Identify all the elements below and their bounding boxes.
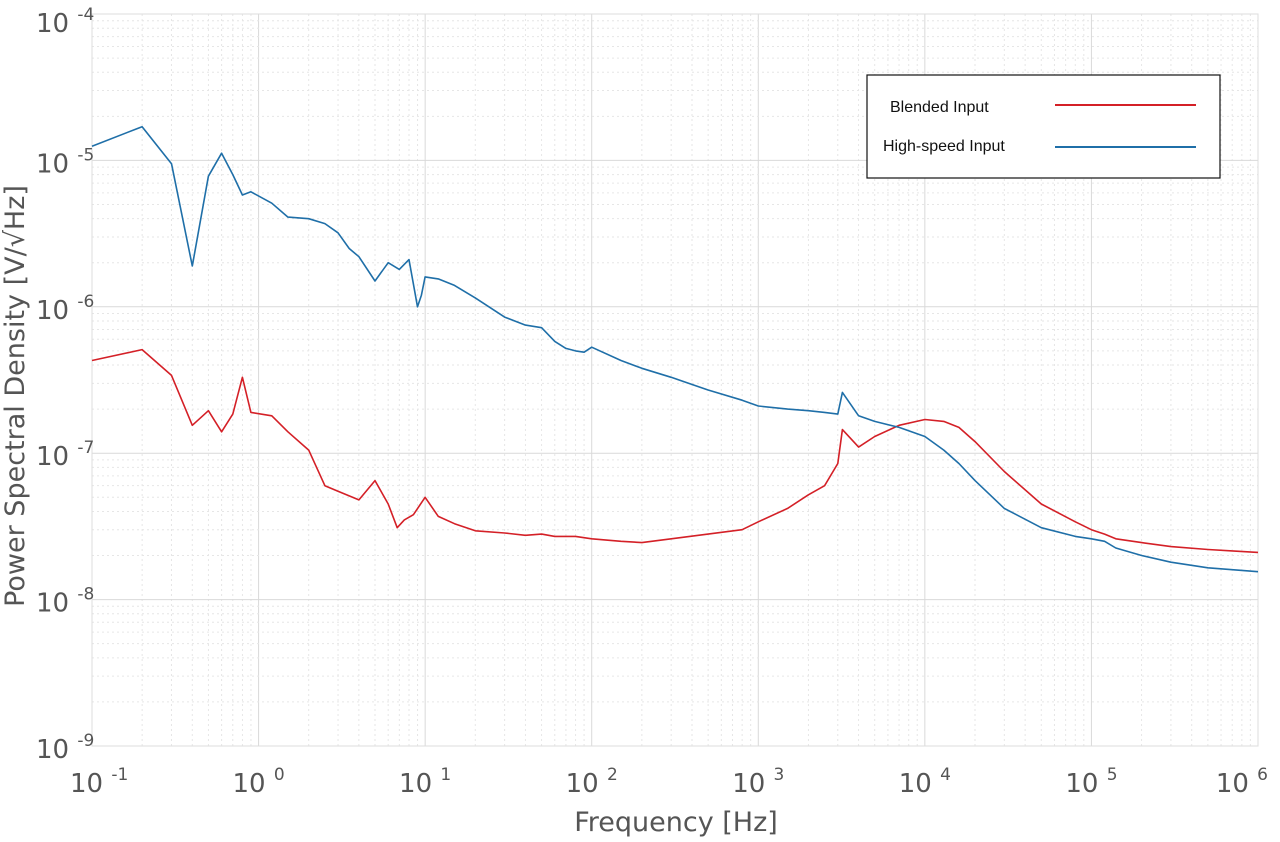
legend-label-blended: Blended Input	[890, 99, 989, 116]
x-tick-label: 10 2	[566, 765, 618, 799]
y-tick-label: 10 -9	[36, 731, 94, 765]
x-axis-label: Frequency [Hz]	[574, 807, 778, 838]
legend: Blended Input High-speed Input	[866, 74, 1221, 179]
x-tick-label: 10 1	[399, 765, 451, 799]
x-tick-label: 10 6	[1216, 765, 1268, 799]
y-tick-label: 10 -5	[36, 145, 94, 179]
y-axis-label: Power Spectral Density [V/√Hz]	[0, 185, 31, 607]
x-tick-labels: 10 -1 10 0 10 1 10 2 10 3 10 4 10 5 10 6	[70, 765, 1268, 799]
series-high-speed-input-line	[91, 125, 1259, 573]
x-tick-label: 10 4	[899, 765, 951, 799]
y-tick-label: 10 -7	[36, 438, 94, 472]
x-tick-label: 10 3	[732, 765, 784, 799]
y-tick-labels: 10 -9 10 -8 10 -7 10 -6 10 -5 10 -4	[36, 5, 94, 765]
plot-frame	[91, 13, 1259, 747]
grid	[91, 14, 1258, 747]
x-tick-label: 10 5	[1065, 765, 1117, 799]
x-tick-label: 10 -1	[70, 765, 128, 799]
series-blended-input-line	[91, 348, 1259, 554]
y-tick-label: 10 -6	[36, 292, 94, 326]
legend-label-highspeed: High-speed Input	[883, 138, 1005, 155]
legend-box	[866, 74, 1221, 179]
series-layer	[91, 125, 1259, 573]
x-tick-label: 10 0	[232, 765, 284, 799]
y-tick-label: 10 -4	[36, 5, 94, 39]
y-tick-label: 10 -8	[36, 585, 94, 619]
